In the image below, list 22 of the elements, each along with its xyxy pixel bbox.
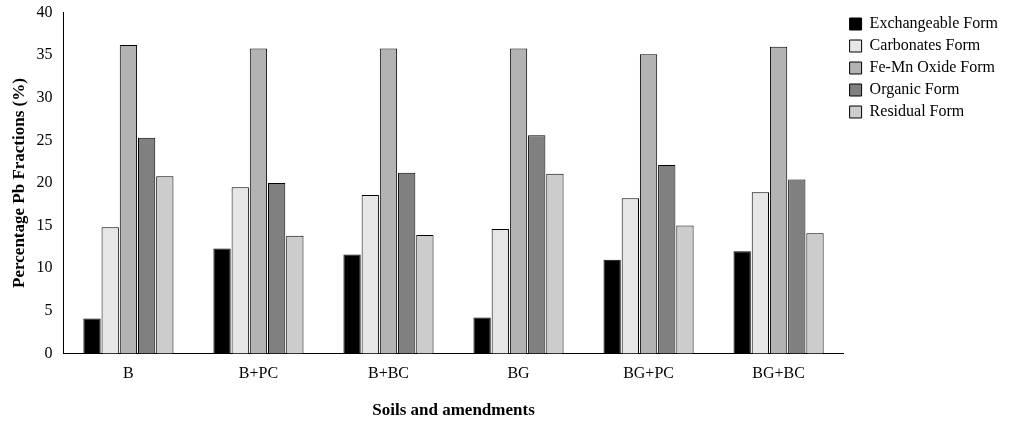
x-tick-label: B [123,364,134,382]
y-tick-label: 20 [36,173,53,191]
legend-label: Organic Form [869,80,961,99]
x-tick-label: B+BC [367,364,410,382]
y-tick-label: 15 [36,215,53,233]
x-axis-title: Soils and amendments [372,400,536,420]
legend-label: Exchangeable Form [869,14,999,33]
legend-label: Carbonates Form [869,36,981,54]
legend-label: Fe-Mn Oxide Form [869,58,996,76]
x-tick-label: B+PC [238,364,279,382]
x-tick-label: BG [507,364,531,382]
y-tick-label: 35 [36,45,53,63]
x-tick-label: BG+BC [752,364,805,382]
y-tick-label: 10 [36,258,53,276]
y-tick-label: 0 [44,343,53,361]
legend-label: Residual Form [869,102,965,120]
y-tick-label: 40 [36,2,53,20]
y-axis-title: Percentage Pb Fractions (%) [8,78,28,288]
y-tick-label: 30 [36,88,53,105]
x-tick-label: BG+PC [623,364,674,382]
y-tick-label: 5 [44,301,53,318]
y-tick-label: 25 [36,130,53,148]
